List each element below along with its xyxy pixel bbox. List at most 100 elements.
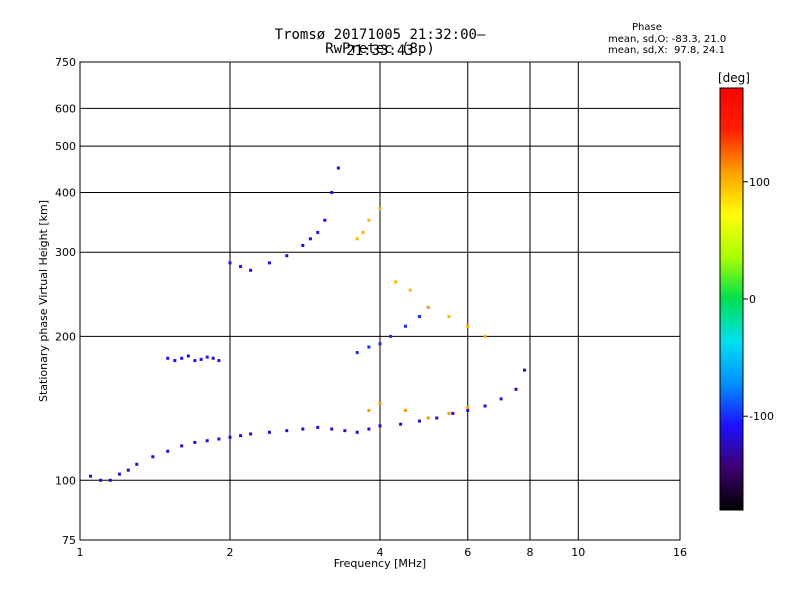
data-point [523,368,527,372]
data-point [483,404,487,408]
axis-ticks: 1 2 4 6 8 10 16 75 100 200 300 400 500 600 750 [55,56,687,559]
y-tick-label: 600 [55,102,76,115]
data-point [330,190,334,194]
data-point [301,243,305,247]
data-point [166,449,170,453]
data-point [466,324,470,328]
data-point [355,237,359,241]
data-point [466,405,470,409]
data-point [355,430,359,434]
data-point [249,268,253,272]
data-point [343,429,347,433]
data-point [99,478,103,482]
data-point [108,478,112,482]
data-point [135,462,139,466]
phase-stat-x-label: mean, sd,X: [608,45,668,56]
data-point [466,408,470,412]
data-point [399,422,403,426]
data-point [308,237,312,241]
x-tick-label: 10 [571,546,585,559]
data-point [180,356,184,360]
data-point [389,334,393,338]
phase-stat-o-value: -83.3, 21.0 [671,34,727,45]
data-point [211,356,215,360]
x-tick-label: 4 [377,546,384,559]
phase-stat-x-value: 97.8, 24.1 [670,45,725,56]
data-point [330,427,334,431]
data-point [193,359,197,363]
data-point [367,408,371,412]
data-point [267,261,271,265]
x-tick-label: 8 [527,546,534,559]
data-point [180,444,184,448]
chart-subtitle: RwPretec (8p) [325,41,435,57]
data-point [217,437,221,441]
data-point [316,230,320,234]
data-point [301,427,305,431]
data-point [193,440,197,444]
data-point [228,261,232,265]
data-point [378,401,382,405]
data-point [417,419,421,423]
data-point [378,342,382,346]
data-point [499,397,503,401]
y-axis-label: Stationary phase Virtual Height [km] [37,200,50,402]
colorbar-tick-label: 100 [749,176,770,189]
data-point [367,345,371,349]
data-point [514,387,518,391]
data-point [199,357,203,361]
data-point [239,265,243,269]
colorbar: [deg] -100 0 100 [718,71,774,511]
x-tick-label: 16 [673,546,687,559]
data-point [316,425,320,429]
data-point [89,474,93,478]
data-point [378,207,382,211]
data-point [249,432,253,436]
data-point [166,356,170,360]
data-point [426,416,430,420]
phase-header: Phase [632,22,662,33]
data-point [173,359,177,363]
y-tick-label: 300 [55,246,76,259]
y-tick-label: 75 [62,534,76,547]
data-point [417,315,421,319]
colorbar-label: [deg] [718,71,750,85]
data-point [239,434,243,438]
plot-frame [79,61,681,541]
data-point [205,355,209,359]
data-point [378,424,382,428]
grid [79,61,681,541]
phase-stat-o: mean, sd,O: -83.3, 21.0 [608,34,726,46]
chart-title: Tromsø 20171005 21:32:00–21:33:43 [274,27,486,59]
y-tick-label: 200 [55,330,76,343]
data-point [403,408,407,412]
data-point [367,218,371,222]
phase-stat-x: mean, sd,X: 97.8, 24.1 [608,45,725,57]
data-point [205,439,209,443]
y-tick-label: 750 [55,56,76,69]
data-point [117,472,121,476]
data-point [126,468,130,472]
data-point [355,351,359,355]
y-tick-label: 500 [55,140,76,153]
y-tick-label: 400 [55,186,76,199]
x-tick-label: 2 [227,546,234,559]
data-point [217,359,221,363]
data-point [394,280,398,284]
data-point [336,166,340,170]
data-point [408,288,412,292]
data-point [435,416,439,420]
data-point [267,430,271,434]
data-point [447,315,451,319]
data-point [228,435,232,439]
y-tick-label: 100 [55,474,76,487]
data-point [403,324,407,328]
colorbar-tick-label: 0 [749,293,756,306]
x-tick-label: 1 [77,546,84,559]
data-point [367,427,371,431]
x-axis-label: Frequency [MHz] [334,557,426,570]
data-points [89,166,527,482]
data-point [285,429,289,433]
